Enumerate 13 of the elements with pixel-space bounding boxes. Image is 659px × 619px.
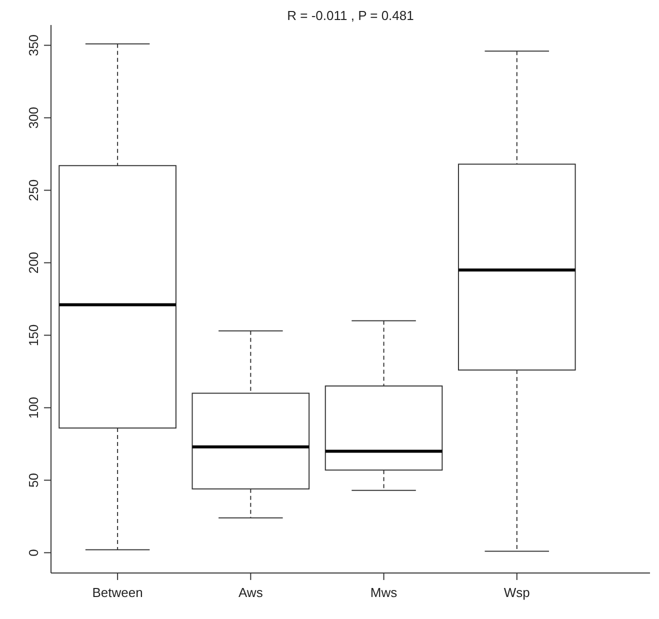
x-tick-label: Between — [92, 585, 143, 600]
x-tick-label: Aws — [238, 585, 264, 600]
y-tick-label: 100 — [26, 396, 41, 419]
y-tick-label: 300 — [26, 106, 41, 129]
y-tick-label: 350 — [26, 34, 41, 56]
x-tick-label: Wsp — [504, 585, 530, 600]
y-tick-label: 0 — [26, 549, 41, 556]
chart-title: R = -0.011 , P = 0.481 — [286, 8, 415, 23]
y-tick-label: 150 — [26, 324, 41, 346]
y-tick-label: 50 — [26, 472, 41, 488]
x-tick-label: Mws — [370, 585, 398, 600]
y-tick-label: 200 — [26, 252, 41, 274]
y-tick-label: 250 — [26, 179, 41, 202]
